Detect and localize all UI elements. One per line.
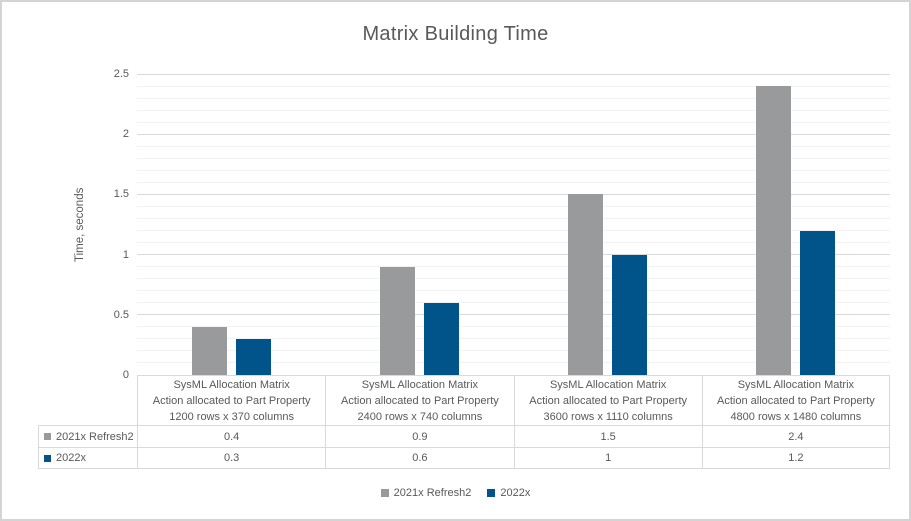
y-tick-label: 1 (122, 248, 129, 261)
gridline-minor (137, 302, 890, 304)
series-name-cell: 2022x (38, 447, 137, 469)
gridline-major (137, 193, 890, 195)
category-line: 2400 rows x 740 columns (357, 410, 483, 423)
bar-2022x (423, 302, 459, 375)
gridline-major (137, 314, 890, 316)
legend-item: 2022x (487, 487, 530, 499)
gridline-minor (137, 169, 890, 171)
value-cell: 1.2 (701, 447, 890, 469)
value-cell: 1 (513, 447, 702, 469)
gridline-minor (137, 278, 890, 280)
category-line: 1200 rows x 370 columns (169, 410, 294, 423)
value-cell: 1.5 (513, 425, 702, 447)
legend-key-icon (44, 454, 51, 462)
gridline-minor (137, 230, 890, 232)
gridline-minor (137, 109, 890, 111)
gridline-minor (137, 121, 890, 123)
plot-area (137, 73, 890, 375)
series-name: 2021x Refresh2 (56, 430, 134, 443)
y-tick-label: 1.5 (113, 188, 129, 201)
value-cell: 0.4 (137, 425, 326, 447)
category-line: 4800 rows x 1480 columns (730, 410, 862, 423)
value-cell: 2.4 (701, 425, 890, 447)
value-cell: 0.9 (325, 425, 514, 447)
chart-data-table: SysML Allocation Matrix Action allocated … (38, 375, 890, 469)
legend-label: 2022x (500, 487, 531, 499)
category-cell: SysML Allocation Matrix Action allocated … (325, 375, 514, 425)
y-tick-label: 0 (122, 369, 129, 381)
y-axis-tick-labels: 0 0.5 1 1.5 2 2.5 (2, 68, 129, 381)
bar-2021x-refresh2 (191, 326, 227, 375)
category-cell: SysML Allocation Matrix Action allocated … (701, 375, 890, 425)
series-name-cell: 2021x Refresh2 (38, 425, 137, 447)
gridline-major (137, 254, 890, 256)
legend-key-icon (44, 433, 51, 440)
value-cell: 0.6 (325, 447, 514, 469)
bar-2022x (612, 254, 648, 375)
y-tick-label: 2 (122, 128, 129, 141)
category-cell: SysML Allocation Matrix Action allocated … (137, 375, 326, 425)
gridline-minor (137, 85, 890, 87)
category-line: Action allocated to Part Property (529, 394, 687, 407)
gridline-major (137, 133, 890, 135)
gridline-minor (137, 157, 890, 159)
bar-2022x (235, 338, 271, 375)
bar-2021x-refresh2 (379, 266, 415, 375)
gridline-minor (137, 217, 890, 219)
gridline-minor (137, 326, 890, 328)
value-cell: 0.3 (137, 447, 326, 469)
bar-2021x-refresh2 (568, 194, 604, 375)
category-line: SysML Allocation Matrix (173, 378, 290, 391)
gridline-major (137, 73, 890, 75)
gridline-minor (137, 145, 890, 147)
chart-title: Matrix Building Time (362, 23, 549, 45)
gridline-minor (137, 266, 890, 268)
gridline-minor (137, 242, 890, 244)
chart-legend: 2021x Refresh2 2022x (2, 487, 909, 499)
legend-swatch-icon (380, 489, 389, 497)
gridline-minor (137, 181, 890, 183)
category-line: 3600 rows x 1110 columns (543, 410, 673, 423)
category-line: Action allocated to Part Property (152, 394, 311, 407)
category-line: SysML Allocation Matrix (737, 378, 855, 391)
bar-2021x-refresh2 (756, 86, 792, 375)
legend-swatch-icon (487, 489, 496, 497)
bar-2022x (800, 230, 836, 375)
y-tick-label: 2.5 (113, 68, 129, 80)
legend-item: 2021x Refresh2 (380, 487, 472, 499)
y-tick-label: 0.5 (113, 308, 129, 321)
category-cell: SysML Allocation Matrix Action allocated … (513, 375, 702, 425)
series-name: 2022x (56, 452, 86, 464)
gridline-minor (137, 97, 890, 99)
category-line: Action allocated to Part Property (717, 394, 875, 407)
category-line: SysML Allocation Matrix (549, 378, 667, 391)
category-line: Action allocated to Part Property (341, 394, 499, 407)
gridline-minor (137, 205, 890, 207)
gridline-minor (137, 338, 890, 340)
gridline-minor (137, 290, 890, 292)
category-line: SysML Allocation Matrix (361, 378, 479, 391)
legend-label: 2021x Refresh2 (393, 487, 472, 499)
gridline-minor (137, 362, 890, 364)
gridline-minor (137, 350, 890, 352)
